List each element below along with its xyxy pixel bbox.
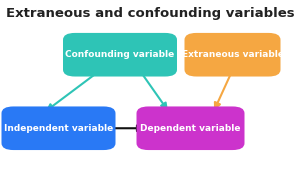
Text: Independent variable: Independent variable: [4, 124, 113, 133]
FancyBboxPatch shape: [184, 33, 280, 77]
Text: Dependent variable: Dependent variable: [140, 124, 241, 133]
FancyBboxPatch shape: [2, 106, 116, 150]
FancyBboxPatch shape: [63, 33, 177, 77]
Text: Extraneous variable: Extraneous variable: [182, 50, 284, 59]
Text: Extraneous and confounding variables: Extraneous and confounding variables: [6, 7, 294, 20]
Text: Confounding variable: Confounding variable: [65, 50, 175, 59]
FancyBboxPatch shape: [136, 106, 244, 150]
